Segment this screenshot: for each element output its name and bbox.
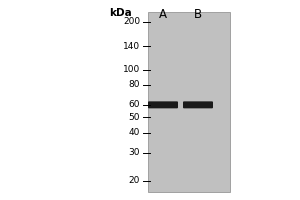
FancyBboxPatch shape: [183, 101, 213, 108]
Text: 200: 200: [123, 17, 140, 26]
Bar: [148, 12, 230, 192]
Text: A: A: [159, 8, 167, 21]
FancyBboxPatch shape: [148, 101, 178, 108]
Text: 50: 50: [128, 113, 140, 122]
Text: kDa: kDa: [109, 8, 131, 18]
Text: 60: 60: [128, 100, 140, 109]
Text: B: B: [194, 8, 202, 21]
Text: 100: 100: [123, 65, 140, 74]
Text: 30: 30: [128, 148, 140, 157]
Text: 140: 140: [123, 42, 140, 51]
Text: 80: 80: [128, 80, 140, 89]
Text: 40: 40: [129, 128, 140, 137]
Text: 20: 20: [129, 176, 140, 185]
